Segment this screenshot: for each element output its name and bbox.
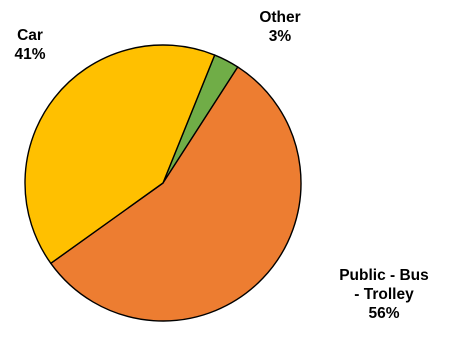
pie-label-line: - Trolley [354,286,414,303]
pie-label-line: 41% [14,46,45,63]
pie-label-line: Other [259,9,300,26]
pie-label-other: Other 3% [259,9,300,45]
pie-label-line: 3% [269,28,292,45]
pie-label-line: Public - Bus [339,267,429,284]
pie-label-line: 56% [368,305,399,322]
pie-label-car: Car 41% [14,27,45,63]
pie-slice-car [24,44,216,265]
pie-label-public-bus-trolley: Public - Bus - Trolley 56% [339,267,429,322]
pie-slice-public-bus-trolley [50,66,302,322]
pie-labels: Other 3% Public - Bus - Trolley 56% Car 41% [14,9,428,322]
pie-label-line: Car [17,27,43,44]
pie-slices [24,44,302,322]
